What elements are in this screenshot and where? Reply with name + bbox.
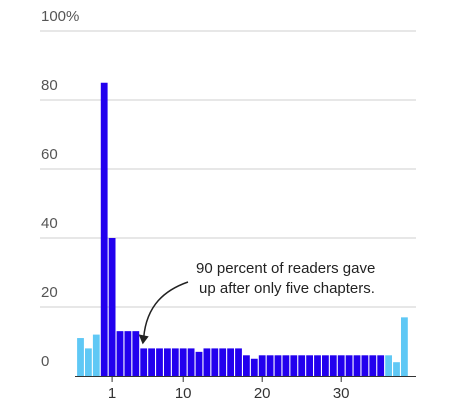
x-tick-label-1: 1 (108, 385, 116, 402)
bar-21 (266, 355, 274, 376)
bar-20 (258, 355, 266, 376)
bar-35 (377, 355, 385, 376)
y-tick-label-40: 40 (41, 215, 58, 232)
bar-6 (148, 348, 155, 376)
bar-22 (274, 355, 282, 376)
bar-34 (369, 355, 377, 376)
bar-19 (250, 358, 258, 376)
bar-1 (108, 238, 116, 376)
bars (77, 82, 408, 376)
bar-8 (164, 348, 171, 376)
bar--2 (85, 348, 92, 376)
bar-24 (290, 355, 298, 376)
bar-28 (322, 355, 329, 376)
bar-2 (116, 331, 124, 376)
bar-37 (393, 362, 400, 376)
x-axis-ticks: 1 10 20 30 (108, 376, 350, 402)
y-tick-label-100: 100% (41, 8, 79, 25)
y-tick-label-60: 60 (41, 146, 58, 163)
bar-4 (132, 331, 140, 376)
bar-14 (211, 348, 219, 376)
bar-29 (329, 355, 337, 376)
annotation: 90 percent of readers gave up after only… (138, 260, 375, 345)
y-axis-tick-labels: 0 20 40 60 80 100% (41, 8, 79, 370)
x-tick-label-20: 20 (254, 385, 271, 402)
x-tick-label-30: 30 (333, 385, 350, 402)
bar-38 (401, 317, 408, 376)
bar-0 (100, 82, 108, 376)
bar-12 (195, 351, 203, 376)
bar-3 (124, 331, 132, 376)
y-tick-label-20: 20 (41, 284, 58, 301)
annotation-arrow (142, 281, 189, 338)
bar--3 (77, 338, 84, 376)
bar-17 (235, 348, 242, 376)
bar-10 (179, 348, 187, 376)
bar-32 (353, 355, 361, 376)
x-tick-label-10: 10 (175, 385, 192, 402)
bar-30 (337, 355, 345, 376)
bar-7 (156, 348, 163, 376)
bar-9 (171, 348, 179, 376)
bar-16 (227, 348, 234, 376)
bar-15 (219, 348, 227, 376)
bar-13 (203, 348, 211, 376)
bar-33 (361, 355, 369, 376)
bar-27 (314, 355, 321, 376)
bar-18 (243, 355, 250, 376)
bar-26 (306, 355, 313, 376)
bar-25 (298, 355, 306, 376)
bar--1 (92, 334, 100, 376)
y-tick-label-80: 80 (41, 77, 58, 94)
bar-31 (345, 355, 353, 376)
bar-11 (187, 348, 195, 376)
bar-23 (282, 355, 290, 376)
y-tick-label-0: 0 (41, 353, 49, 370)
bar-36 (385, 355, 392, 376)
bar-5 (140, 348, 148, 376)
annotation-line-1: 90 percent of readers gave (196, 260, 375, 277)
annotation-arrowhead (138, 334, 149, 345)
annotation-line-2: up after only five chapters. (199, 280, 375, 297)
